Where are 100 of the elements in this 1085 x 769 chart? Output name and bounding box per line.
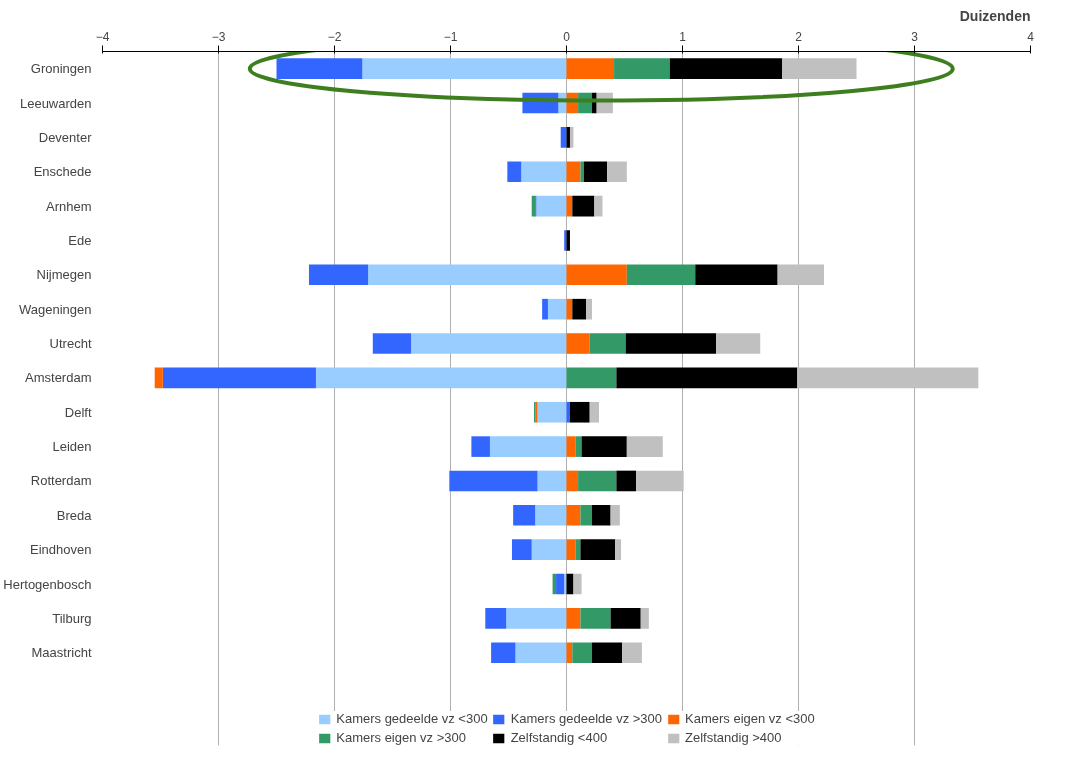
bar bbox=[586, 298, 593, 320]
bar bbox=[511, 539, 532, 560]
bar bbox=[507, 161, 522, 183]
bar bbox=[583, 161, 608, 183]
bar bbox=[592, 642, 623, 664]
bar bbox=[566, 161, 581, 183]
bar bbox=[616, 470, 637, 492]
bar bbox=[372, 333, 412, 354]
y-tick-label: Maastricht bbox=[31, 645, 92, 661]
bar bbox=[626, 436, 663, 457]
bar bbox=[489, 436, 567, 457]
bar bbox=[669, 58, 783, 79]
bar bbox=[513, 505, 536, 526]
bar bbox=[610, 505, 620, 526]
bar bbox=[575, 436, 582, 457]
bar bbox=[589, 333, 626, 354]
x-tick-label: 4 bbox=[1027, 29, 1035, 44]
legend-label: Kamers gedeelde vz >300 bbox=[510, 711, 663, 726]
bar bbox=[626, 264, 696, 286]
y-tick-label: Utrecht bbox=[49, 336, 92, 352]
x-tick-label: 1 bbox=[679, 29, 687, 44]
legend-label: Kamers eigen vz >300 bbox=[336, 730, 466, 745]
bar bbox=[777, 264, 825, 286]
bar bbox=[592, 505, 611, 526]
bar bbox=[614, 58, 670, 79]
bar bbox=[566, 367, 617, 389]
bar bbox=[566, 58, 615, 79]
bar bbox=[580, 539, 616, 560]
bar bbox=[594, 195, 603, 217]
bar bbox=[566, 436, 576, 457]
bar bbox=[622, 642, 642, 664]
y-tick-label: Arnhem bbox=[45, 198, 92, 214]
bar bbox=[471, 436, 490, 457]
legend-label: Kamers gedeelde vz <300 bbox=[336, 711, 488, 726]
bar bbox=[537, 401, 567, 423]
bar bbox=[580, 608, 611, 629]
bar bbox=[411, 333, 567, 354]
bar bbox=[276, 58, 363, 79]
y-tick-label: Rotterdam bbox=[30, 473, 92, 489]
y-tick-label: Deventer bbox=[38, 129, 93, 145]
y-tick-label: Delft bbox=[64, 404, 92, 420]
bar bbox=[572, 298, 587, 320]
x-tick-label: −2 bbox=[327, 29, 342, 44]
x-tick-label: −1 bbox=[443, 29, 458, 44]
y-tick-label: Leeuwarden bbox=[19, 95, 92, 111]
x-tick-label: 0 bbox=[563, 29, 571, 44]
y-tick-label: Nijmegen bbox=[36, 267, 92, 283]
y-tick-label: Amsterdam bbox=[25, 370, 92, 386]
bar bbox=[485, 608, 507, 629]
bar bbox=[566, 264, 627, 286]
bar bbox=[556, 573, 565, 595]
y-tick-label: Tilburg bbox=[52, 610, 92, 626]
bar bbox=[560, 127, 567, 148]
bar bbox=[162, 367, 316, 389]
y-tick-label: Leiden bbox=[52, 439, 92, 455]
bar bbox=[572, 642, 593, 664]
y-tick-label: Breda bbox=[56, 507, 93, 523]
x-tick-label: −3 bbox=[211, 29, 226, 44]
y-tick-label: Hertogenbosch bbox=[3, 576, 92, 592]
bar bbox=[154, 367, 163, 389]
bar bbox=[368, 264, 567, 286]
legend-label: Zelfstandig <400 bbox=[510, 730, 608, 745]
x-axis-title: Duizenden bbox=[959, 7, 1031, 24]
bar bbox=[569, 401, 590, 423]
bar bbox=[537, 470, 567, 492]
bar bbox=[636, 470, 684, 492]
x-tick-label: 2 bbox=[795, 29, 803, 44]
bar bbox=[542, 298, 548, 320]
bar bbox=[580, 161, 584, 183]
bar bbox=[573, 573, 582, 595]
y-tick-label: Groningen bbox=[30, 61, 92, 77]
bar bbox=[564, 573, 567, 595]
y-tick-label: Eindhoven bbox=[30, 542, 92, 558]
bar bbox=[449, 470, 538, 492]
bar bbox=[547, 298, 567, 320]
bar bbox=[782, 58, 857, 79]
bar bbox=[716, 333, 761, 354]
bar bbox=[506, 608, 567, 629]
bar bbox=[315, 367, 567, 389]
bar bbox=[362, 58, 567, 79]
bar bbox=[566, 608, 581, 629]
bar bbox=[572, 195, 595, 217]
bar bbox=[536, 195, 567, 217]
bar bbox=[531, 539, 567, 560]
y-tick-label: Ede bbox=[68, 232, 92, 248]
y-tick-label: Wageningen bbox=[18, 301, 92, 317]
legend-label: Zelfstandig >400 bbox=[685, 730, 782, 745]
bar bbox=[491, 642, 516, 664]
bar bbox=[566, 505, 581, 526]
bar bbox=[625, 333, 717, 354]
y-tick-label: Enschede bbox=[33, 164, 92, 180]
bar bbox=[610, 608, 641, 629]
bar bbox=[589, 401, 599, 423]
bar bbox=[607, 161, 627, 183]
bar bbox=[797, 367, 979, 389]
legend-label: Kamers eigen vz <300 bbox=[685, 711, 815, 726]
bar bbox=[580, 505, 593, 526]
bar bbox=[581, 436, 627, 457]
bar bbox=[566, 333, 590, 354]
bar bbox=[695, 264, 778, 286]
